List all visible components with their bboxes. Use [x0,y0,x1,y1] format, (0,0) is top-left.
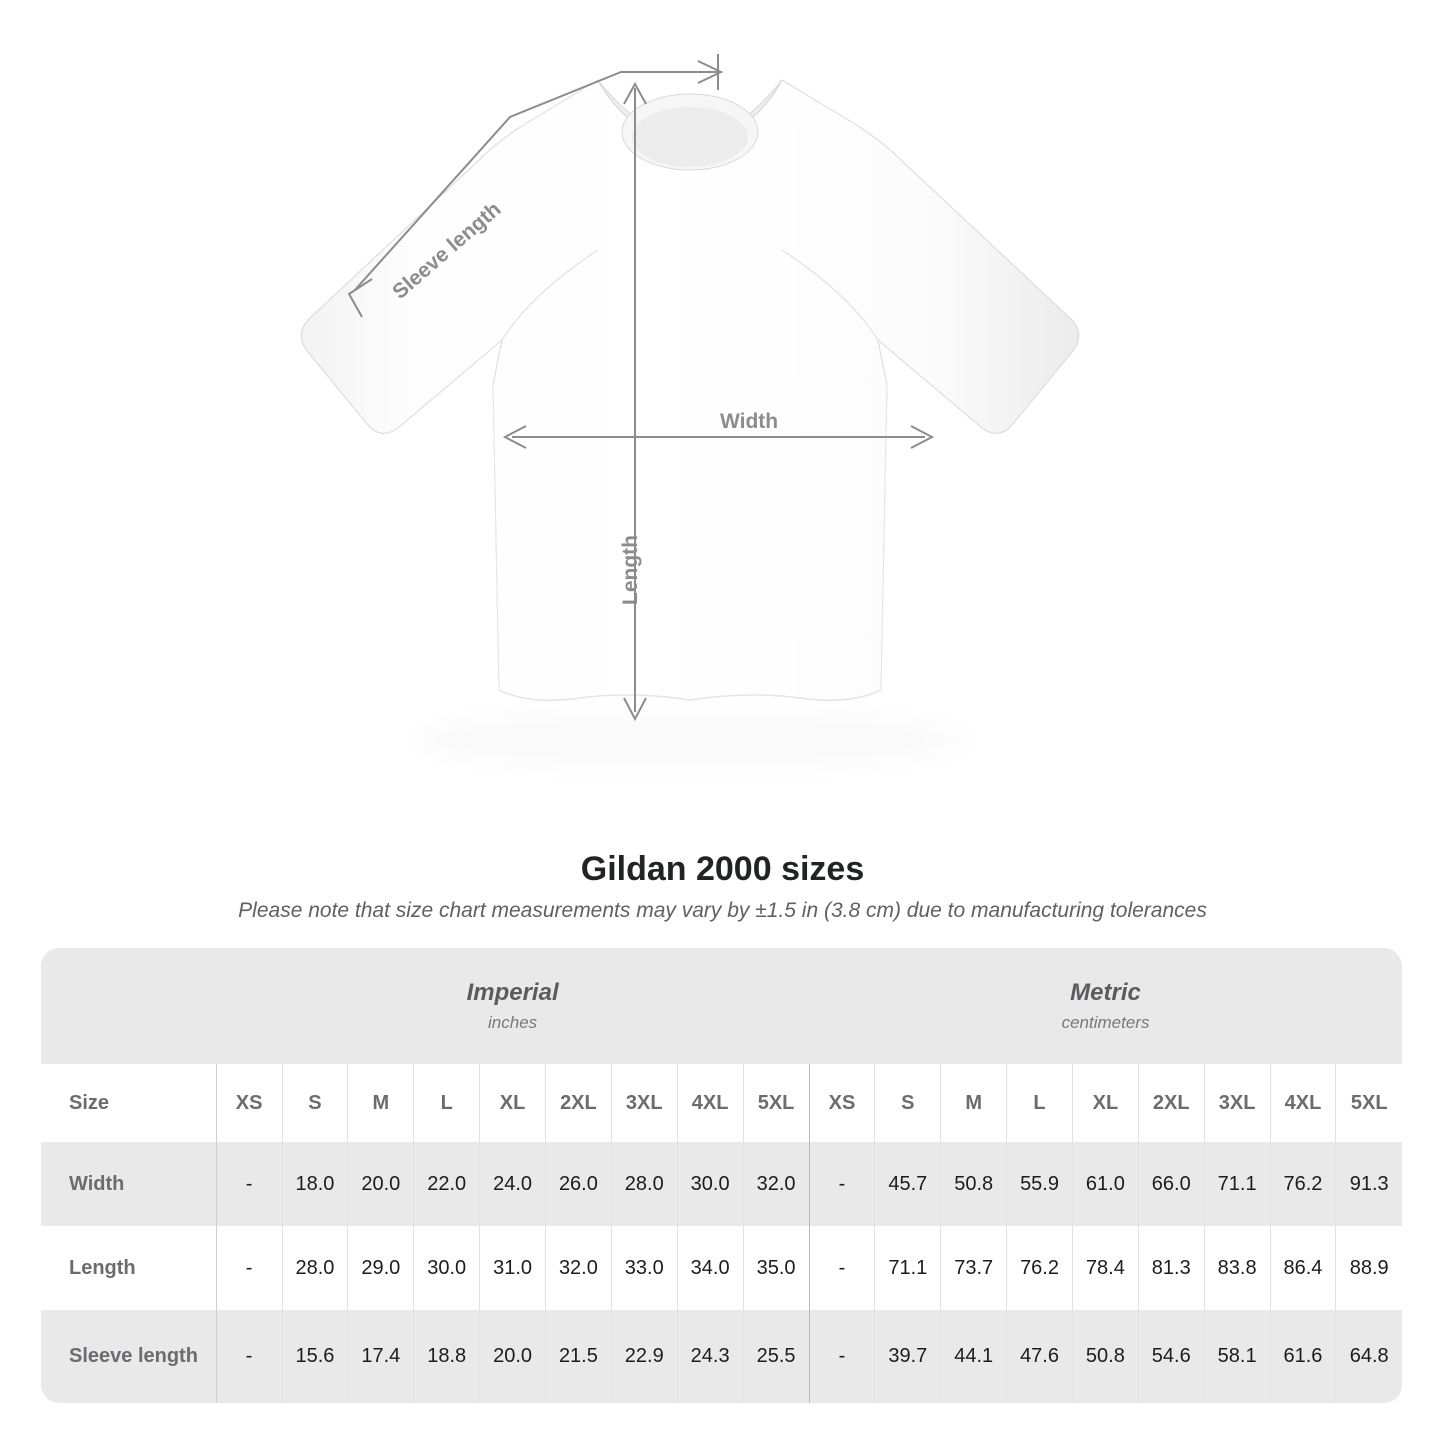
svg-text:Width: Width [720,410,778,433]
svg-text:Length: Length [619,535,642,605]
